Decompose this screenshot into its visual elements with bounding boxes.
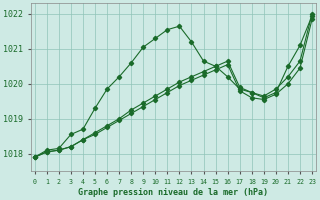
X-axis label: Graphe pression niveau de la mer (hPa): Graphe pression niveau de la mer (hPa)	[78, 188, 268, 197]
